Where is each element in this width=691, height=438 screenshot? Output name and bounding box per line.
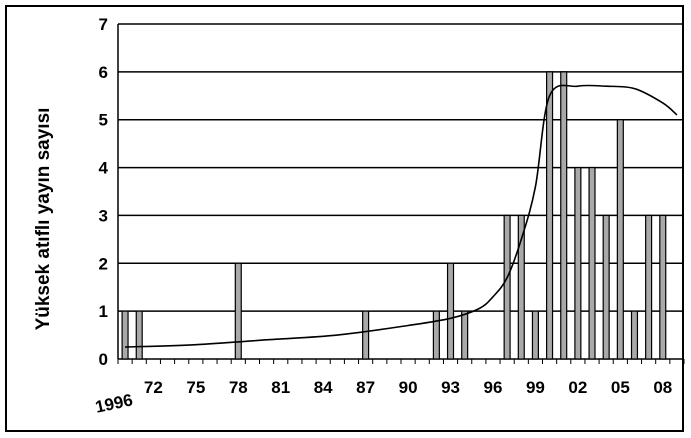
bar-1999: [531, 310, 539, 360]
bar-2003: [588, 166, 596, 360]
x-tick-label: 84: [314, 378, 333, 397]
x-tick-label: 90: [399, 378, 418, 397]
bar-1970: [121, 310, 129, 360]
bar-1971: [135, 310, 143, 360]
y-tick-label: 3: [99, 206, 108, 225]
bar-2005: [616, 119, 624, 360]
x-tick-label: 08: [653, 378, 672, 397]
y-tick-label: 5: [99, 111, 108, 130]
x-tick-label: 02: [568, 378, 587, 397]
bar-2006: [630, 310, 639, 360]
bar-1997: [503, 214, 511, 360]
x-tick-label: 99: [526, 378, 545, 397]
bar-2001: [560, 71, 568, 360]
trendline: [125, 84, 678, 348]
x-tick-label: 81: [271, 378, 290, 397]
bar-2008: [659, 214, 667, 360]
x-tick-label: 87: [356, 378, 375, 397]
x-tick-label: 75: [186, 378, 205, 397]
bar-2002: [574, 166, 582, 360]
x-tick-label: 72: [144, 378, 163, 397]
bar-1992: [432, 310, 440, 360]
bar-1994: [461, 310, 469, 360]
bar-1987: [362, 310, 370, 360]
y-tick-label: 6: [99, 63, 108, 82]
bar-1978: [234, 262, 242, 360]
bar-1993: [446, 262, 455, 360]
chart-frame: Yüksek atıflı yayın sayısı 0 1 2 3 4 5 6 7 1996 7…: [5, 5, 685, 432]
y-tick-label: 4: [99, 159, 109, 178]
x-tick-label: 78: [229, 378, 248, 397]
chart-svg: Yüksek atıflı yayın sayısı 0 1 2 3 4 5 6 7 1996 7…: [33, 15, 685, 417]
y-tick-label: 2: [99, 254, 108, 273]
x-tick-label: 96: [484, 378, 503, 397]
y-tick-label: 0: [99, 350, 108, 369]
bar-2000: [546, 71, 554, 360]
x-tick-label: 05: [611, 378, 630, 397]
y-axis-label: Yüksek atıflı yayın sayısı: [33, 108, 54, 331]
x-tick-label: 93: [441, 378, 460, 397]
y-tick-label: 7: [99, 15, 108, 34]
y-tick-label: 1: [99, 302, 108, 321]
x-tick-label: 1996: [93, 390, 134, 416]
bar-2007: [645, 214, 653, 360]
bar-2004: [602, 214, 610, 360]
bar-1998: [517, 214, 525, 360]
